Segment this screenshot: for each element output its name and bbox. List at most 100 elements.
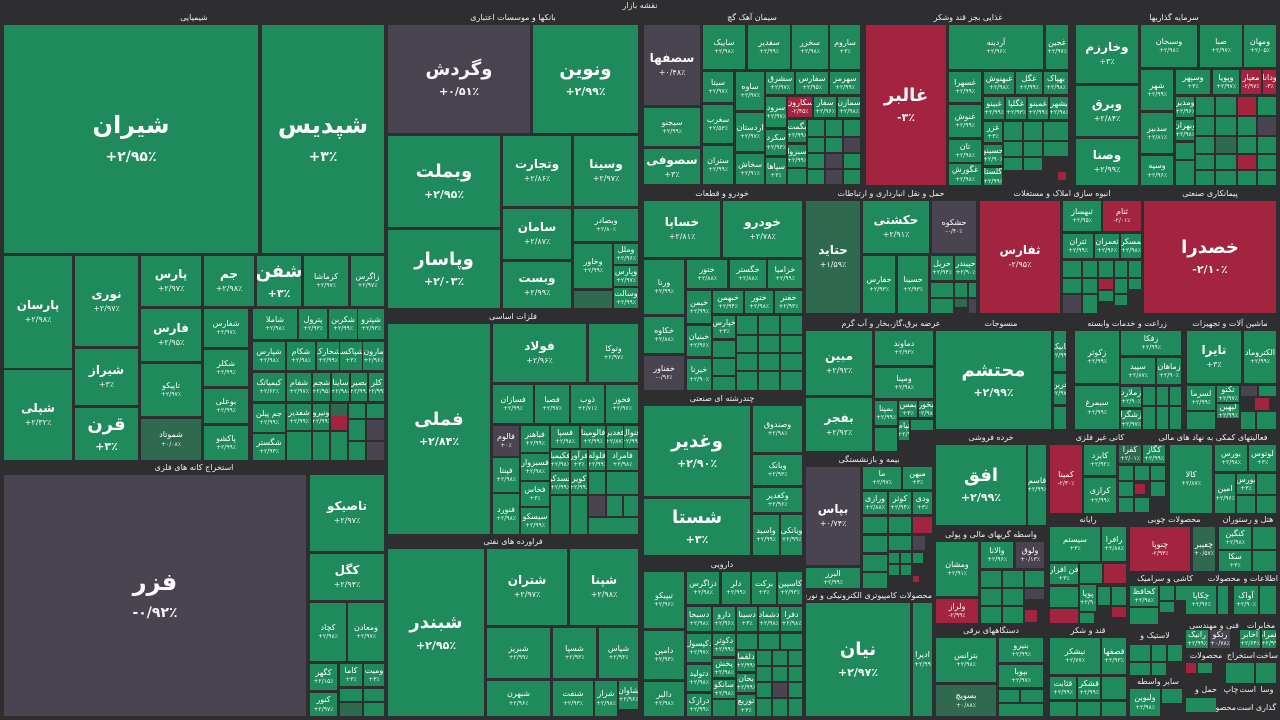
stock-tile[interactable] bbox=[313, 432, 329, 460]
stock-tile[interactable] bbox=[1187, 412, 1215, 429]
stock-tile[interactable] bbox=[844, 120, 860, 136]
stock-tile[interactable] bbox=[1238, 155, 1256, 169]
stock-tile[interactable]: فپنتا +۲/۹۸٪ bbox=[493, 458, 519, 492]
stock-tile[interactable]: شپدیس +۳٪ bbox=[262, 25, 384, 253]
stock-tile[interactable]: تان +۲/۹۸٪ bbox=[949, 140, 981, 162]
stock-tile[interactable] bbox=[1058, 172, 1066, 180]
stock-tile[interactable] bbox=[607, 496, 622, 516]
stock-tile[interactable]: شکربن +۲/۹۹٪ bbox=[329, 309, 357, 339]
stock-tile[interactable]: ثبهساز +۲/۹۵٪ bbox=[1063, 201, 1101, 231]
stock-tile[interactable]: خگستر +۲/۸۸٪ bbox=[730, 260, 766, 288]
stock-tile[interactable]: البرز +۲/۹۹٪ bbox=[806, 568, 860, 588]
stock-tile[interactable]: شبریز +۲/۹۹٪ bbox=[487, 628, 550, 678]
stock-tile[interactable] bbox=[331, 416, 347, 430]
stock-tile[interactable]: ونوین +۲/۹۹٪ bbox=[533, 25, 638, 133]
stock-tile[interactable] bbox=[759, 336, 779, 352]
stock-tile[interactable]: غنوش +۲/۹۹٪ bbox=[949, 105, 981, 137]
stock-tile[interactable]: ما +۲/۹۷٪ bbox=[863, 467, 901, 489]
stock-tile[interactable] bbox=[863, 573, 887, 588]
stock-tile[interactable] bbox=[1098, 587, 1110, 605]
stock-tile[interactable]: فلوله+۲/۹۹٪ bbox=[589, 450, 605, 470]
stock-tile[interactable] bbox=[1157, 387, 1168, 405]
stock-tile[interactable] bbox=[781, 336, 802, 352]
stock-tile[interactable]: شهر +۲/۹۹٪ bbox=[1141, 70, 1173, 110]
stock-tile[interactable] bbox=[1196, 117, 1214, 135]
stock-tile[interactable]: خساپا +۲/۸۱٪ bbox=[644, 201, 720, 257]
stock-tile[interactable]: غسهرا +۲/۹۹٪ bbox=[949, 72, 981, 102]
stock-tile[interactable] bbox=[1216, 137, 1236, 153]
stock-tile[interactable] bbox=[1050, 702, 1076, 716]
stock-tile[interactable] bbox=[737, 316, 757, 334]
stock-tile[interactable]: کالا +۲/۸۷٪ bbox=[1170, 445, 1212, 513]
stock-tile[interactable]: تیپیکو +۲/۹۶٪ bbox=[644, 572, 684, 628]
stock-tile[interactable]: غزر +۳٪ bbox=[984, 122, 1002, 142]
stock-tile[interactable]: محتشم +۲/۹۹٪ bbox=[936, 331, 1051, 429]
stock-tile[interactable]: دشماد +۲/۹۸٪ bbox=[759, 607, 779, 631]
stock-tile[interactable]: کحافظ +۲/۹۸٪ bbox=[1130, 586, 1158, 606]
stock-tile[interactable] bbox=[789, 683, 802, 697]
stock-tile[interactable] bbox=[349, 442, 365, 460]
stock-tile[interactable] bbox=[571, 496, 587, 534]
stock-tile[interactable]: فسدکو+۲/۹۹٪ bbox=[551, 472, 569, 494]
stock-tile[interactable]: فن افزار +۳٪ bbox=[1050, 564, 1078, 584]
stock-tile[interactable]: تایرا +۳٪ bbox=[1187, 331, 1241, 383]
stock-tile[interactable] bbox=[1025, 571, 1044, 587]
stock-tile[interactable]: سصفها +۰/۴۸٪ bbox=[644, 25, 700, 105]
stock-tile[interactable] bbox=[1258, 155, 1276, 169]
stock-tile[interactable]: غگلپا +۲/۹۳٪ bbox=[1006, 97, 1026, 119]
stock-tile[interactable] bbox=[1135, 466, 1149, 480]
stock-tile[interactable]: وخارزم +۳٪ bbox=[1076, 25, 1138, 83]
stock-tile[interactable]: وپویا +۲/۹۷٪ bbox=[1213, 70, 1239, 94]
stock-tile[interactable]: حسینو +۲/۹۰٪ bbox=[984, 145, 1002, 165]
stock-tile[interactable]: دتولید +۲/۹۸٪ bbox=[687, 665, 711, 691]
stock-tile[interactable]: کنور +۲/۹۷٪ bbox=[310, 693, 337, 716]
stock-tile[interactable]: خبنیان +۲/۹۶٪ bbox=[687, 326, 711, 356]
stock-tile[interactable] bbox=[1151, 466, 1165, 480]
stock-tile[interactable]: کلر+۲/۹۹٪ bbox=[369, 373, 384, 401]
stock-tile[interactable]: غگورش +۲/۹۸٪ bbox=[949, 164, 981, 185]
stock-tile[interactable]: فرین+۲/۹۷٪ bbox=[1054, 374, 1066, 404]
stock-tile[interactable]: شپارس +۲/۹۸٪ bbox=[253, 342, 285, 370]
stock-tile[interactable] bbox=[999, 690, 1019, 702]
stock-tile[interactable]: وسپه +۲/۹۶٪ bbox=[1141, 156, 1173, 185]
stock-tile[interactable] bbox=[844, 138, 860, 152]
stock-tile[interactable] bbox=[737, 354, 757, 370]
stock-tile[interactable]: لپهين +۲/۹۹٪ bbox=[1217, 404, 1239, 418]
stock-tile[interactable] bbox=[1257, 496, 1276, 513]
stock-tile[interactable] bbox=[981, 607, 1001, 623]
stock-tile[interactable]: دفرا +۲/۹۸٪ bbox=[781, 607, 802, 631]
stock-tile[interactable]: دامین +۲/۹۳٪ bbox=[644, 631, 684, 679]
stock-tile[interactable] bbox=[1044, 122, 1068, 140]
stock-tile[interactable]: اردستان +۲/۹۷٪ bbox=[736, 113, 764, 151]
stock-tile[interactable] bbox=[969, 283, 976, 297]
stock-tile[interactable]: وصندوق +۲/۹۸٪ bbox=[753, 406, 802, 452]
stock-tile[interactable]: وبست +۲/۹۹٪ bbox=[503, 262, 571, 308]
stock-tile[interactable] bbox=[1260, 586, 1276, 614]
stock-tile[interactable]: فامراد +۲/۹۸٪ bbox=[607, 450, 638, 470]
stock-tile[interactable] bbox=[713, 341, 735, 357]
stock-tile[interactable]: ختور +۲/۹۸٪ bbox=[745, 291, 773, 313]
stock-tile[interactable]: چکاپا +۲/۹۶٪ bbox=[1186, 586, 1216, 614]
stock-tile[interactable] bbox=[889, 517, 911, 533]
stock-tile[interactable]: آواک +۲/۹۰٪ bbox=[1234, 586, 1258, 614]
stock-tile[interactable] bbox=[1003, 607, 1023, 623]
stock-tile[interactable]: بپویا +۲/۹۷٪ bbox=[999, 665, 1043, 687]
stock-tile[interactable]: چنوپا -۲/۹۳٪ bbox=[1130, 527, 1190, 571]
stock-tile[interactable]: مبین +۲/۹۲٪ bbox=[806, 331, 872, 395]
stock-tile[interactable] bbox=[1119, 498, 1133, 512]
stock-tile[interactable]: شپاس +۲/۹۴٪ bbox=[599, 628, 638, 678]
stock-tile[interactable]: سپاها +۳٪ bbox=[766, 158, 786, 184]
stock-tile[interactable] bbox=[1186, 663, 1196, 673]
stock-tile[interactable]: بپاس +۰/۷۴٪ bbox=[806, 467, 860, 565]
stock-tile[interactable] bbox=[826, 138, 842, 152]
stock-tile[interactable] bbox=[1151, 482, 1165, 496]
stock-tile[interactable]: همراه+۲/۹۹ bbox=[1262, 630, 1276, 648]
stock-tile[interactable] bbox=[757, 699, 771, 716]
stock-tile[interactable] bbox=[1024, 158, 1042, 170]
stock-tile[interactable] bbox=[911, 420, 933, 430]
stock-tile[interactable]: سیجنو +۲/۹۹٪ bbox=[644, 108, 700, 146]
stock-tile[interactable]: لسرما +۲/۹۹٪ bbox=[1187, 386, 1215, 410]
stock-tile[interactable]: جم پیلن +۲/۹۹٪ bbox=[253, 404, 285, 432]
stock-tile[interactable]: دالبر +۲/۹۸٪ bbox=[644, 682, 684, 716]
stock-tile[interactable]: شاوان +۲/۹۶٪ bbox=[619, 681, 638, 709]
